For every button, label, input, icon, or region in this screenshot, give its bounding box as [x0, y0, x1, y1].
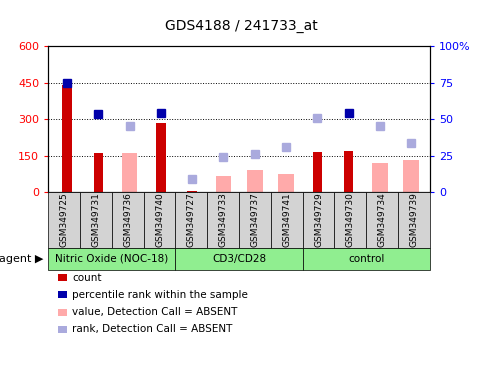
Bar	[156, 123, 166, 192]
Text: percentile rank within the sample: percentile rank within the sample	[72, 290, 248, 300]
Text: GSM349730: GSM349730	[346, 192, 355, 247]
Bar	[403, 161, 419, 192]
Bar	[313, 152, 322, 192]
Bar	[187, 191, 197, 192]
Text: GSM349725: GSM349725	[60, 192, 69, 247]
Text: GSM349736: GSM349736	[123, 192, 132, 247]
Bar	[94, 153, 103, 192]
Text: GSM349731: GSM349731	[91, 192, 100, 247]
Text: CD3/CD28: CD3/CD28	[212, 254, 266, 264]
Text: GSM349727: GSM349727	[187, 192, 196, 247]
Bar	[122, 153, 138, 192]
Text: GSM349734: GSM349734	[378, 192, 387, 247]
Text: GDS4188 / 241733_at: GDS4188 / 241733_at	[165, 19, 318, 33]
Bar	[344, 151, 353, 192]
Text: GSM349737: GSM349737	[251, 192, 259, 247]
Text: value, Detection Call = ABSENT: value, Detection Call = ABSENT	[72, 307, 238, 317]
Bar	[372, 163, 388, 192]
Bar	[247, 170, 263, 192]
Text: GSM349733: GSM349733	[219, 192, 227, 247]
Bar	[215, 176, 231, 192]
Text: GSM349740: GSM349740	[155, 192, 164, 247]
Text: Nitric Oxide (NOC-18): Nitric Oxide (NOC-18)	[55, 254, 169, 264]
Text: GSM349739: GSM349739	[410, 192, 418, 247]
Bar	[62, 85, 72, 192]
Text: GSM349741: GSM349741	[282, 192, 291, 247]
Bar	[278, 174, 294, 192]
Text: agent ▶: agent ▶	[0, 254, 43, 264]
Text: control: control	[348, 254, 384, 264]
Text: count: count	[72, 273, 102, 283]
Text: GSM349729: GSM349729	[314, 192, 323, 247]
Text: rank, Detection Call = ABSENT: rank, Detection Call = ABSENT	[72, 324, 233, 334]
